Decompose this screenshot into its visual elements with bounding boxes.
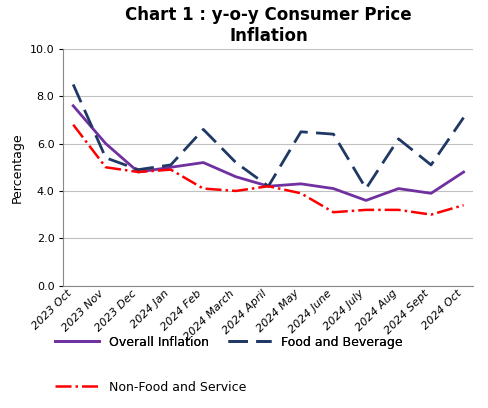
- Legend: Non-Food and Service: Non-Food and Service: [55, 381, 246, 394]
- Y-axis label: Percentage: Percentage: [11, 132, 24, 203]
- Legend: Overall Inflation, Food and Beverage: Overall Inflation, Food and Beverage: [55, 336, 403, 349]
- Title: Chart 1 : y-o-y Consumer Price
Inflation: Chart 1 : y-o-y Consumer Price Inflation: [125, 6, 412, 44]
